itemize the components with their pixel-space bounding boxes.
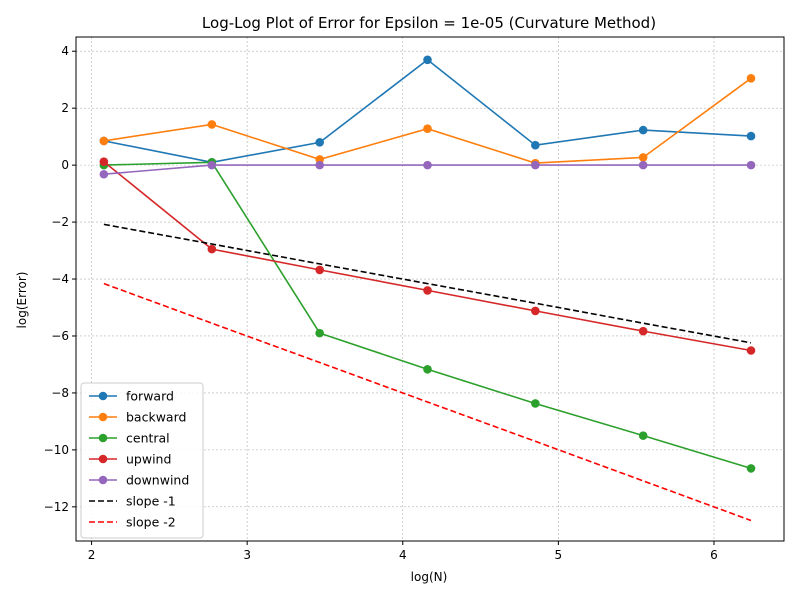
- point-downwind: [638, 160, 648, 170]
- y-tick-label: 4: [61, 44, 69, 58]
- series-line-slope-2: [103, 282, 752, 522]
- point-central: [423, 364, 432, 374]
- point-backward: [423, 124, 432, 133]
- point-forward: [423, 55, 432, 65]
- point-upwind: [99, 157, 109, 167]
- legend-marker-downwind: [98, 475, 108, 485]
- point-upwind: [531, 306, 540, 316]
- legend-label-upwind: upwind: [126, 452, 171, 467]
- legend-label-downwind: downwind: [126, 473, 189, 488]
- y-tick-label: 2: [61, 101, 69, 115]
- point-upwind: [746, 346, 756, 355]
- point-backward: [99, 136, 109, 146]
- point-downwind: [207, 160, 217, 170]
- legend-label-forward: forward: [126, 389, 174, 404]
- point-upwind: [423, 286, 432, 295]
- legend: forward backward central upwind downwind slop…: [80, 382, 204, 539]
- point-downwind: [746, 160, 756, 170]
- point-downwind: [315, 160, 324, 170]
- y-tick-label: −4: [51, 272, 69, 286]
- point-downwind: [423, 160, 432, 170]
- point-upwind: [207, 244, 217, 254]
- legend-box: [80, 382, 204, 539]
- y-tick-label: 0: [61, 158, 69, 172]
- x-tick-label: 5: [555, 548, 563, 562]
- point-central: [638, 431, 648, 440]
- legend-label-slope-2: slope -2: [126, 515, 176, 530]
- series-layer: [99, 55, 756, 522]
- ticks: 2 3 4 5 6 −12 −10 −8 −6 −4 −2 0 2 4: [44, 44, 718, 562]
- y-tick-label: −10: [44, 443, 69, 457]
- point-central: [315, 328, 324, 338]
- point-downwind: [531, 160, 540, 170]
- y-tick-label: −2: [51, 215, 69, 229]
- x-tick-label: 2: [88, 548, 96, 562]
- y-tick-label: −8: [51, 386, 69, 400]
- x-tick-label: 4: [399, 548, 407, 562]
- point-upwind: [638, 326, 648, 336]
- point-forward: [746, 131, 756, 141]
- x-tick-label: 6: [710, 548, 718, 562]
- x-axis-label: log(N): [411, 570, 448, 584]
- legend-label-slope-1: slope -1: [126, 494, 176, 509]
- legend-marker-forward: [98, 391, 108, 401]
- series-line-slope-1: [103, 223, 752, 344]
- chart-title: Log-Log Plot of Error for Epsilon = 1e-0…: [202, 14, 656, 32]
- x-tick-label: 3: [243, 548, 251, 562]
- legend-marker-upwind: [98, 454, 108, 464]
- point-backward: [207, 120, 217, 129]
- legend-label-central: central: [126, 431, 170, 446]
- point-forward: [638, 125, 648, 135]
- point-backward: [746, 73, 756, 83]
- y-axis-label: log(Error): [15, 272, 29, 329]
- y-tick-label: −6: [51, 329, 69, 343]
- point-central: [531, 399, 540, 408]
- legend-label-backward: backward: [126, 410, 186, 425]
- legend-marker-central: [98, 433, 108, 443]
- point-backward: [638, 153, 648, 162]
- point-forward: [315, 138, 324, 147]
- plot-frame: [75, 36, 785, 542]
- point-upwind: [315, 265, 324, 275]
- point-forward: [531, 140, 540, 150]
- legend-marker-backward: [98, 412, 108, 422]
- point-central: [746, 464, 756, 473]
- point-downwind: [99, 169, 109, 179]
- y-tick-label: −12: [44, 500, 69, 514]
